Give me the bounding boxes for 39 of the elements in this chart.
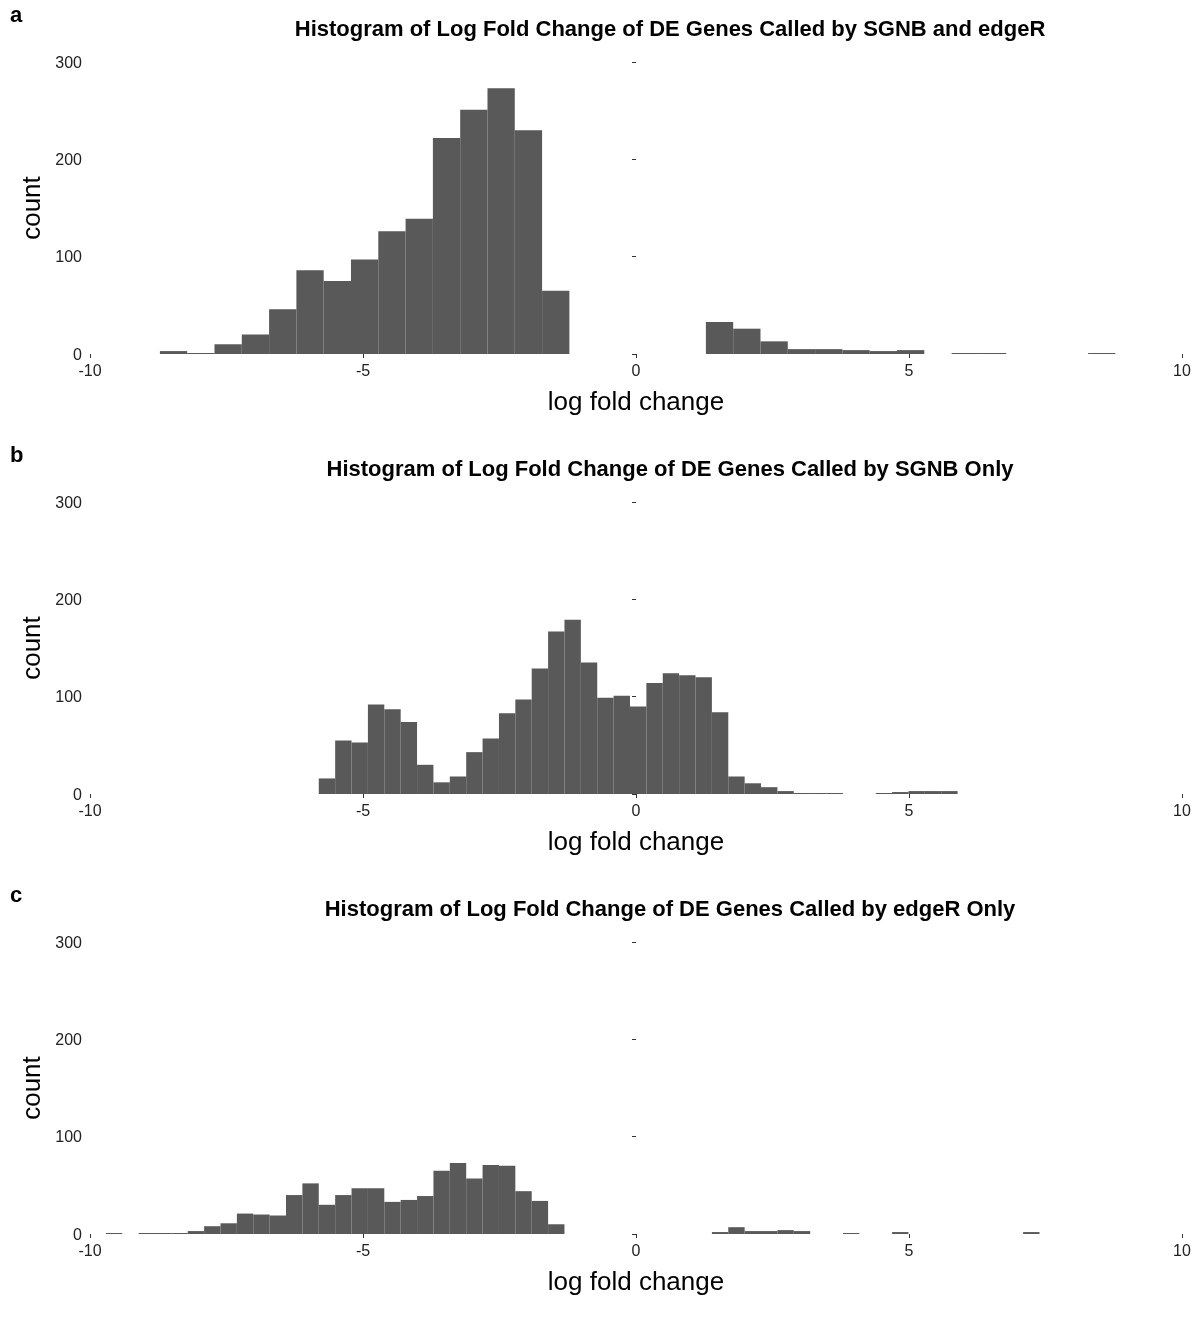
x-axis-title: log fold change (547, 1266, 725, 1296)
chart-title: Histogram of Log Fold Change of DE Genes Called by edgeR Only (324, 895, 1017, 921)
y-tick-label: 200 (55, 1030, 83, 1048)
y-axis-title: count (16, 175, 46, 240)
chart-title: Histogram of Log Fold Change of DE Genes Called by SGNB Only (326, 455, 1015, 481)
x-tick-label: 0 (631, 361, 641, 379)
y-tick-label: 0 (73, 785, 83, 803)
y-tick-label: 300 (55, 933, 83, 951)
x-tick-label: 5 (904, 361, 914, 379)
x-tick-label: -10 (78, 801, 102, 819)
text: b (10, 442, 24, 468)
x-tick-label: 5 (904, 801, 914, 819)
x-tick-label: -10 (78, 361, 102, 379)
y-tick-label: 200 (55, 590, 83, 608)
y-tick-label: 0 (73, 1225, 83, 1243)
y-axis-title: count (16, 1055, 46, 1120)
x-tick-label: 0 (631, 801, 641, 819)
text: a (10, 2, 23, 28)
text: c (10, 882, 23, 908)
x-tick-label: 5 (904, 1241, 914, 1259)
x-axis-title: log fold change (547, 826, 725, 856)
x-tick-label: -5 (355, 801, 371, 819)
x-axis-title: log fold change (547, 386, 725, 416)
y-tick-label: 100 (55, 248, 83, 266)
y-tick-label: 300 (55, 493, 83, 511)
y-tick-label: 100 (55, 1128, 83, 1146)
x-tick-label: 10 (1173, 1241, 1191, 1259)
chart-title: Histogram of Log Fold Change of DE Genes Called by SGNB and edgeR (294, 15, 1046, 41)
x-tick-label: 10 (1173, 801, 1191, 819)
y-tick-label: 0 (73, 345, 83, 363)
x-tick-label: -5 (355, 361, 371, 379)
y-axis-title: count (16, 615, 46, 680)
y-tick-label: 100 (55, 688, 83, 706)
y-tick-label: 200 (55, 150, 83, 168)
x-tick-label: 10 (1173, 361, 1191, 379)
x-tick-label: -10 (78, 1241, 102, 1259)
x-tick-label: 0 (631, 1241, 641, 1259)
y-tick-label: 300 (55, 53, 83, 71)
x-tick-label: -5 (355, 1241, 371, 1259)
